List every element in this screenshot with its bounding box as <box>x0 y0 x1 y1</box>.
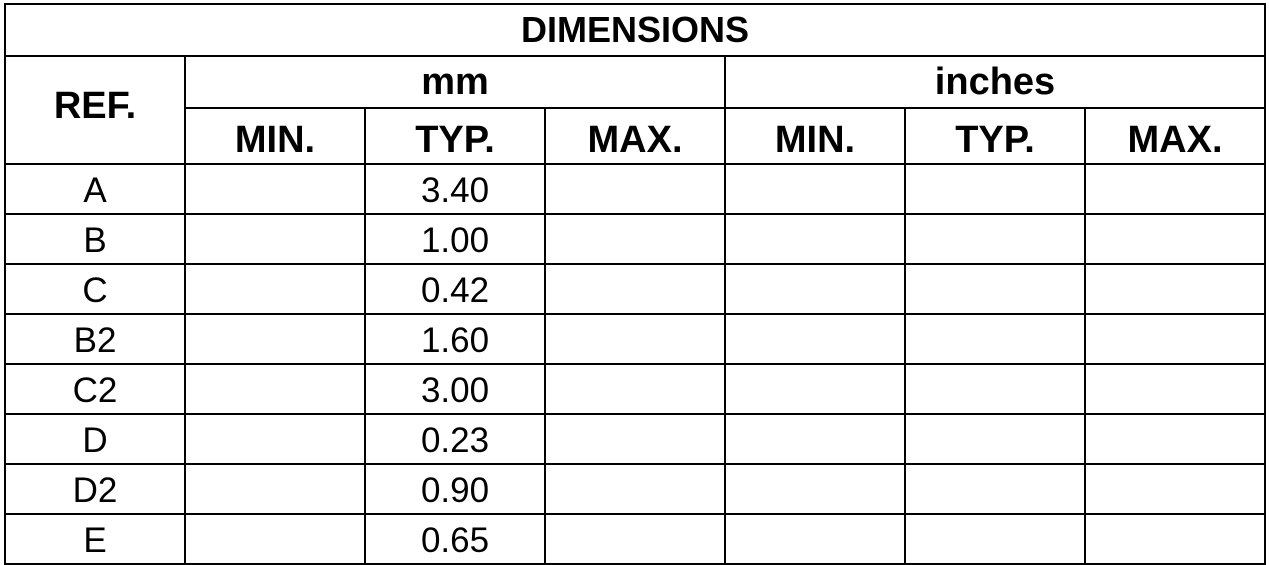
cell-mm-typ: 0.65 <box>364 513 546 565</box>
cell-mm-typ: 1.00 <box>364 213 546 265</box>
table-row: C2 3.00 <box>4 363 1266 415</box>
cell-in-typ <box>904 363 1086 415</box>
cell-in-min <box>724 413 906 465</box>
cell-in-min <box>724 513 906 565</box>
cell-in-min <box>724 363 906 415</box>
cell-mm-max <box>544 263 726 315</box>
table-row: B 1.00 <box>4 213 1266 265</box>
cell-mm-typ: 0.42 <box>364 263 546 315</box>
cell-in-typ <box>904 413 1086 465</box>
unit-header-inches: inches <box>724 55 1266 109</box>
cell-mm-min <box>184 313 366 365</box>
cell-mm-max <box>544 413 726 465</box>
subheader-mm-min: MIN. <box>184 107 366 165</box>
cell-in-max <box>1084 213 1266 265</box>
table-row: D 0.23 <box>4 413 1266 465</box>
subheader-in-min: MIN. <box>724 107 906 165</box>
cell-ref: C <box>4 263 186 315</box>
table-row: E 0.65 <box>4 513 1266 565</box>
subheader-in-max: MAX. <box>1084 107 1266 165</box>
table-row: A 3.40 <box>4 163 1266 215</box>
cell-mm-typ: 0.23 <box>364 413 546 465</box>
subheader-in-typ: TYP. <box>904 107 1086 165</box>
cell-in-min <box>724 163 906 215</box>
cell-in-min <box>724 263 906 315</box>
cell-in-typ <box>904 163 1086 215</box>
cell-mm-min <box>184 363 366 415</box>
cell-mm-min <box>184 163 366 215</box>
unit-header-mm: mm <box>184 55 726 109</box>
cell-in-max <box>1084 163 1266 215</box>
table-row: C 0.42 <box>4 263 1266 315</box>
cell-in-max <box>1084 263 1266 315</box>
cell-mm-max <box>544 513 726 565</box>
cell-mm-min <box>184 463 366 515</box>
cell-in-min <box>724 213 906 265</box>
cell-in-max <box>1084 313 1266 365</box>
cell-ref: D <box>4 413 186 465</box>
cell-ref: B <box>4 213 186 265</box>
cell-in-max <box>1084 413 1266 465</box>
cell-ref: E <box>4 513 186 565</box>
cell-mm-typ: 1.60 <box>364 313 546 365</box>
table-row: B2 1.60 <box>4 313 1266 365</box>
ref-header: REF. <box>4 55 186 165</box>
cell-mm-typ: 3.40 <box>364 163 546 215</box>
cell-mm-max <box>544 313 726 365</box>
cell-in-max <box>1084 513 1266 565</box>
cell-mm-min <box>184 513 366 565</box>
unit-header-row: REF. mm inches <box>4 55 1266 165</box>
table-row: D2 0.90 <box>4 463 1266 515</box>
subheader-row: MIN. TYP. MAX. MIN. TYP. MAX. <box>5 107 1266 165</box>
cell-mm-max <box>544 213 726 265</box>
table-title: DIMENSIONS <box>4 3 1266 57</box>
cell-mm-max <box>544 363 726 415</box>
cell-in-typ <box>904 463 1086 515</box>
cell-in-typ <box>904 263 1086 315</box>
dimensions-table: DIMENSIONS REF. mm inches MIN. TYP. MAX.… <box>4 3 1266 565</box>
cell-mm-min <box>184 213 366 265</box>
cell-in-min <box>724 463 906 515</box>
cell-mm-typ: 0.90 <box>364 463 546 515</box>
cell-ref: C2 <box>4 363 186 415</box>
cell-ref: D2 <box>4 463 186 515</box>
subheader-mm-max: MAX. <box>544 107 726 165</box>
cell-ref: A <box>4 163 186 215</box>
cell-in-typ <box>904 313 1086 365</box>
cell-in-typ <box>904 213 1086 265</box>
subheader-mm-typ: TYP. <box>364 107 546 165</box>
cell-in-min <box>724 313 906 365</box>
cell-mm-min <box>184 413 366 465</box>
cell-mm-min <box>184 263 366 315</box>
cell-in-typ <box>904 513 1086 565</box>
cell-ref: B2 <box>4 313 186 365</box>
cell-in-max <box>1084 363 1266 415</box>
cell-mm-max <box>544 163 726 215</box>
cell-mm-max <box>544 463 726 515</box>
title-row: DIMENSIONS <box>4 3 1266 57</box>
cell-in-max <box>1084 463 1266 515</box>
cell-mm-typ: 3.00 <box>364 363 546 415</box>
